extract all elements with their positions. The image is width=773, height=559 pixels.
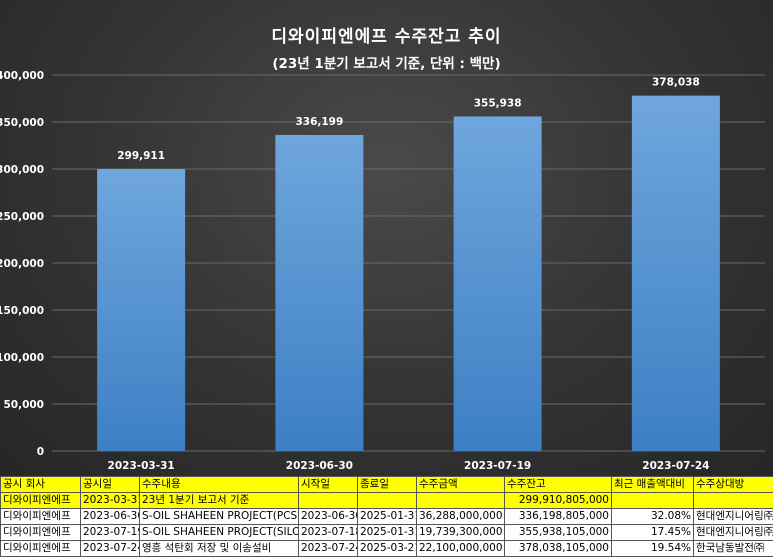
- table-cell: 2025-01-31: [357, 524, 417, 541]
- table-row: 디와이피엔에프 2023-07-19 S-OIL SHAHEEN PROJECT…: [0, 524, 773, 541]
- bar-value-label: 378,038: [652, 77, 700, 89]
- bar-value-label: 299,911: [117, 150, 165, 162]
- table-cell: 23년 1분기 보고서 기준: [139, 492, 299, 509]
- table-cell: 디와이피엔에프: [0, 524, 81, 541]
- header-cell: 수주금액: [416, 476, 505, 493]
- table-cell: 299,910,805,000: [504, 492, 612, 509]
- y-tick-label: 350,000: [0, 117, 44, 129]
- y-tick-label: 0: [37, 446, 44, 458]
- header-cell: 수주상대방: [693, 476, 773, 493]
- table-cell: 2023-07-24: [298, 540, 358, 557]
- order-backlog-table: 공시 회사 공시일 수주내용 시작일 종료일 수주금액 수주잔고 최근 매출액대…: [0, 476, 773, 557]
- table-cell: [693, 492, 773, 509]
- table-cell: 36,288,000,000: [416, 508, 505, 525]
- y-tick-label: 100,000: [0, 352, 44, 364]
- table-cell: [416, 492, 505, 509]
- table-cell: [357, 492, 417, 509]
- header-cell: 종료일: [357, 476, 417, 493]
- table-cell: 현대엔지니어링㈜: [693, 508, 773, 525]
- table-cell: 디와이피엔에프: [0, 508, 81, 525]
- table-cell: 한국남동발전㈜: [693, 540, 773, 557]
- chart-area: 디와이피엔에프 수주잔고 추이 (23년 1분기 보고서 기준, 단위 : 백만…: [0, 0, 773, 476]
- bar-value-label: 355,938: [474, 97, 522, 109]
- x-tick-label: 2023-07-19: [464, 460, 531, 472]
- table-cell: 디와이피엔에프: [0, 540, 81, 557]
- table-cell: 17.45%: [611, 524, 694, 541]
- table-cell: 2023-03-31: [80, 492, 140, 509]
- table-cell: 32.08%: [611, 508, 694, 525]
- bar: [97, 169, 186, 451]
- table-cell: 378,038,105,000: [504, 540, 612, 557]
- table-cell: S-OIL SHAHEEN PROJECT(PCS): [139, 508, 299, 525]
- table-cell: [298, 492, 358, 509]
- bar: [275, 134, 364, 451]
- table-cell: 현대엔지니어링㈜: [693, 524, 773, 541]
- header-cell: 시작일: [298, 476, 358, 493]
- header-cell: 최근 매출액대비: [611, 476, 694, 493]
- table-cell: 22,100,000,000: [416, 540, 505, 557]
- table-cell: 2023-07-24: [80, 540, 140, 557]
- table-row: 디와이피엔에프 2023-03-31 23년 1분기 보고서 기준 299,91…: [0, 492, 773, 509]
- table-cell: 19.54%: [611, 540, 694, 557]
- table-header-row: 공시 회사 공시일 수주내용 시작일 종료일 수주금액 수주잔고 최근 매출액대…: [0, 476, 773, 493]
- table-row: 디와이피엔에프 2023-07-24 영흥 석탄회 저장 및 이송설비 2023…: [0, 540, 773, 557]
- chart-subtitle: (23년 1분기 보고서 기준, 단위 : 백만): [272, 56, 501, 72]
- table-cell: 디와이피엔에프: [0, 492, 81, 509]
- table-cell: 2023-07-19: [80, 524, 140, 541]
- table-cell: S-OIL SHAHEEN PROJECT(SILO): [139, 524, 299, 541]
- table-cell: 영흥 석탄회 저장 및 이송설비: [139, 540, 299, 557]
- chart-title: 디와이피엔에프 수주잔고 추이: [271, 27, 502, 47]
- table-cell: 355,938,105,000: [504, 524, 612, 541]
- table-cell: 19,739,300,000: [416, 524, 505, 541]
- header-cell: 공시 회사: [0, 476, 81, 493]
- table-cell: 336,198,805,000: [504, 508, 612, 525]
- table-row: 디와이피엔에프 2023-06-30 S-OIL SHAHEEN PROJECT…: [0, 508, 773, 525]
- y-tick-label: 50,000: [3, 399, 44, 411]
- table-cell: 2025-03-21: [357, 540, 417, 557]
- bar-chart: 0 50,000 100,000 150,000 200,000 250,000 300,0…: [0, 70, 765, 472]
- table-cell: 2023-06-30: [298, 508, 358, 525]
- y-tick-label: 200,000: [0, 258, 44, 270]
- x-tick-label: 2023-07-24: [642, 460, 709, 472]
- bar: [453, 116, 542, 452]
- y-tick-label: 150,000: [0, 305, 44, 317]
- y-tick-label: 250,000: [0, 211, 44, 223]
- bar: [631, 95, 720, 451]
- table-cell: 2023-06-30: [80, 508, 140, 525]
- y-tick-label: 400,000: [0, 70, 44, 82]
- table-cell: 2023-07-18: [298, 524, 358, 541]
- y-tick-label: 300,000: [0, 164, 44, 176]
- bar-value-label: 336,199: [295, 116, 343, 128]
- x-tick-label: 2023-06-30: [286, 460, 353, 472]
- header-cell: 수주잔고: [504, 476, 612, 493]
- x-tick-label: 2023-03-31: [108, 460, 175, 472]
- header-cell: 수주내용: [139, 476, 299, 493]
- header-cell: 공시일: [80, 476, 140, 493]
- table-cell: 2025-01-31: [357, 508, 417, 525]
- order-table-container: 공시 회사 공시일 수주내용 시작일 종료일 수주금액 수주잔고 최근 매출액대…: [0, 476, 773, 559]
- table-cell: [611, 492, 694, 509]
